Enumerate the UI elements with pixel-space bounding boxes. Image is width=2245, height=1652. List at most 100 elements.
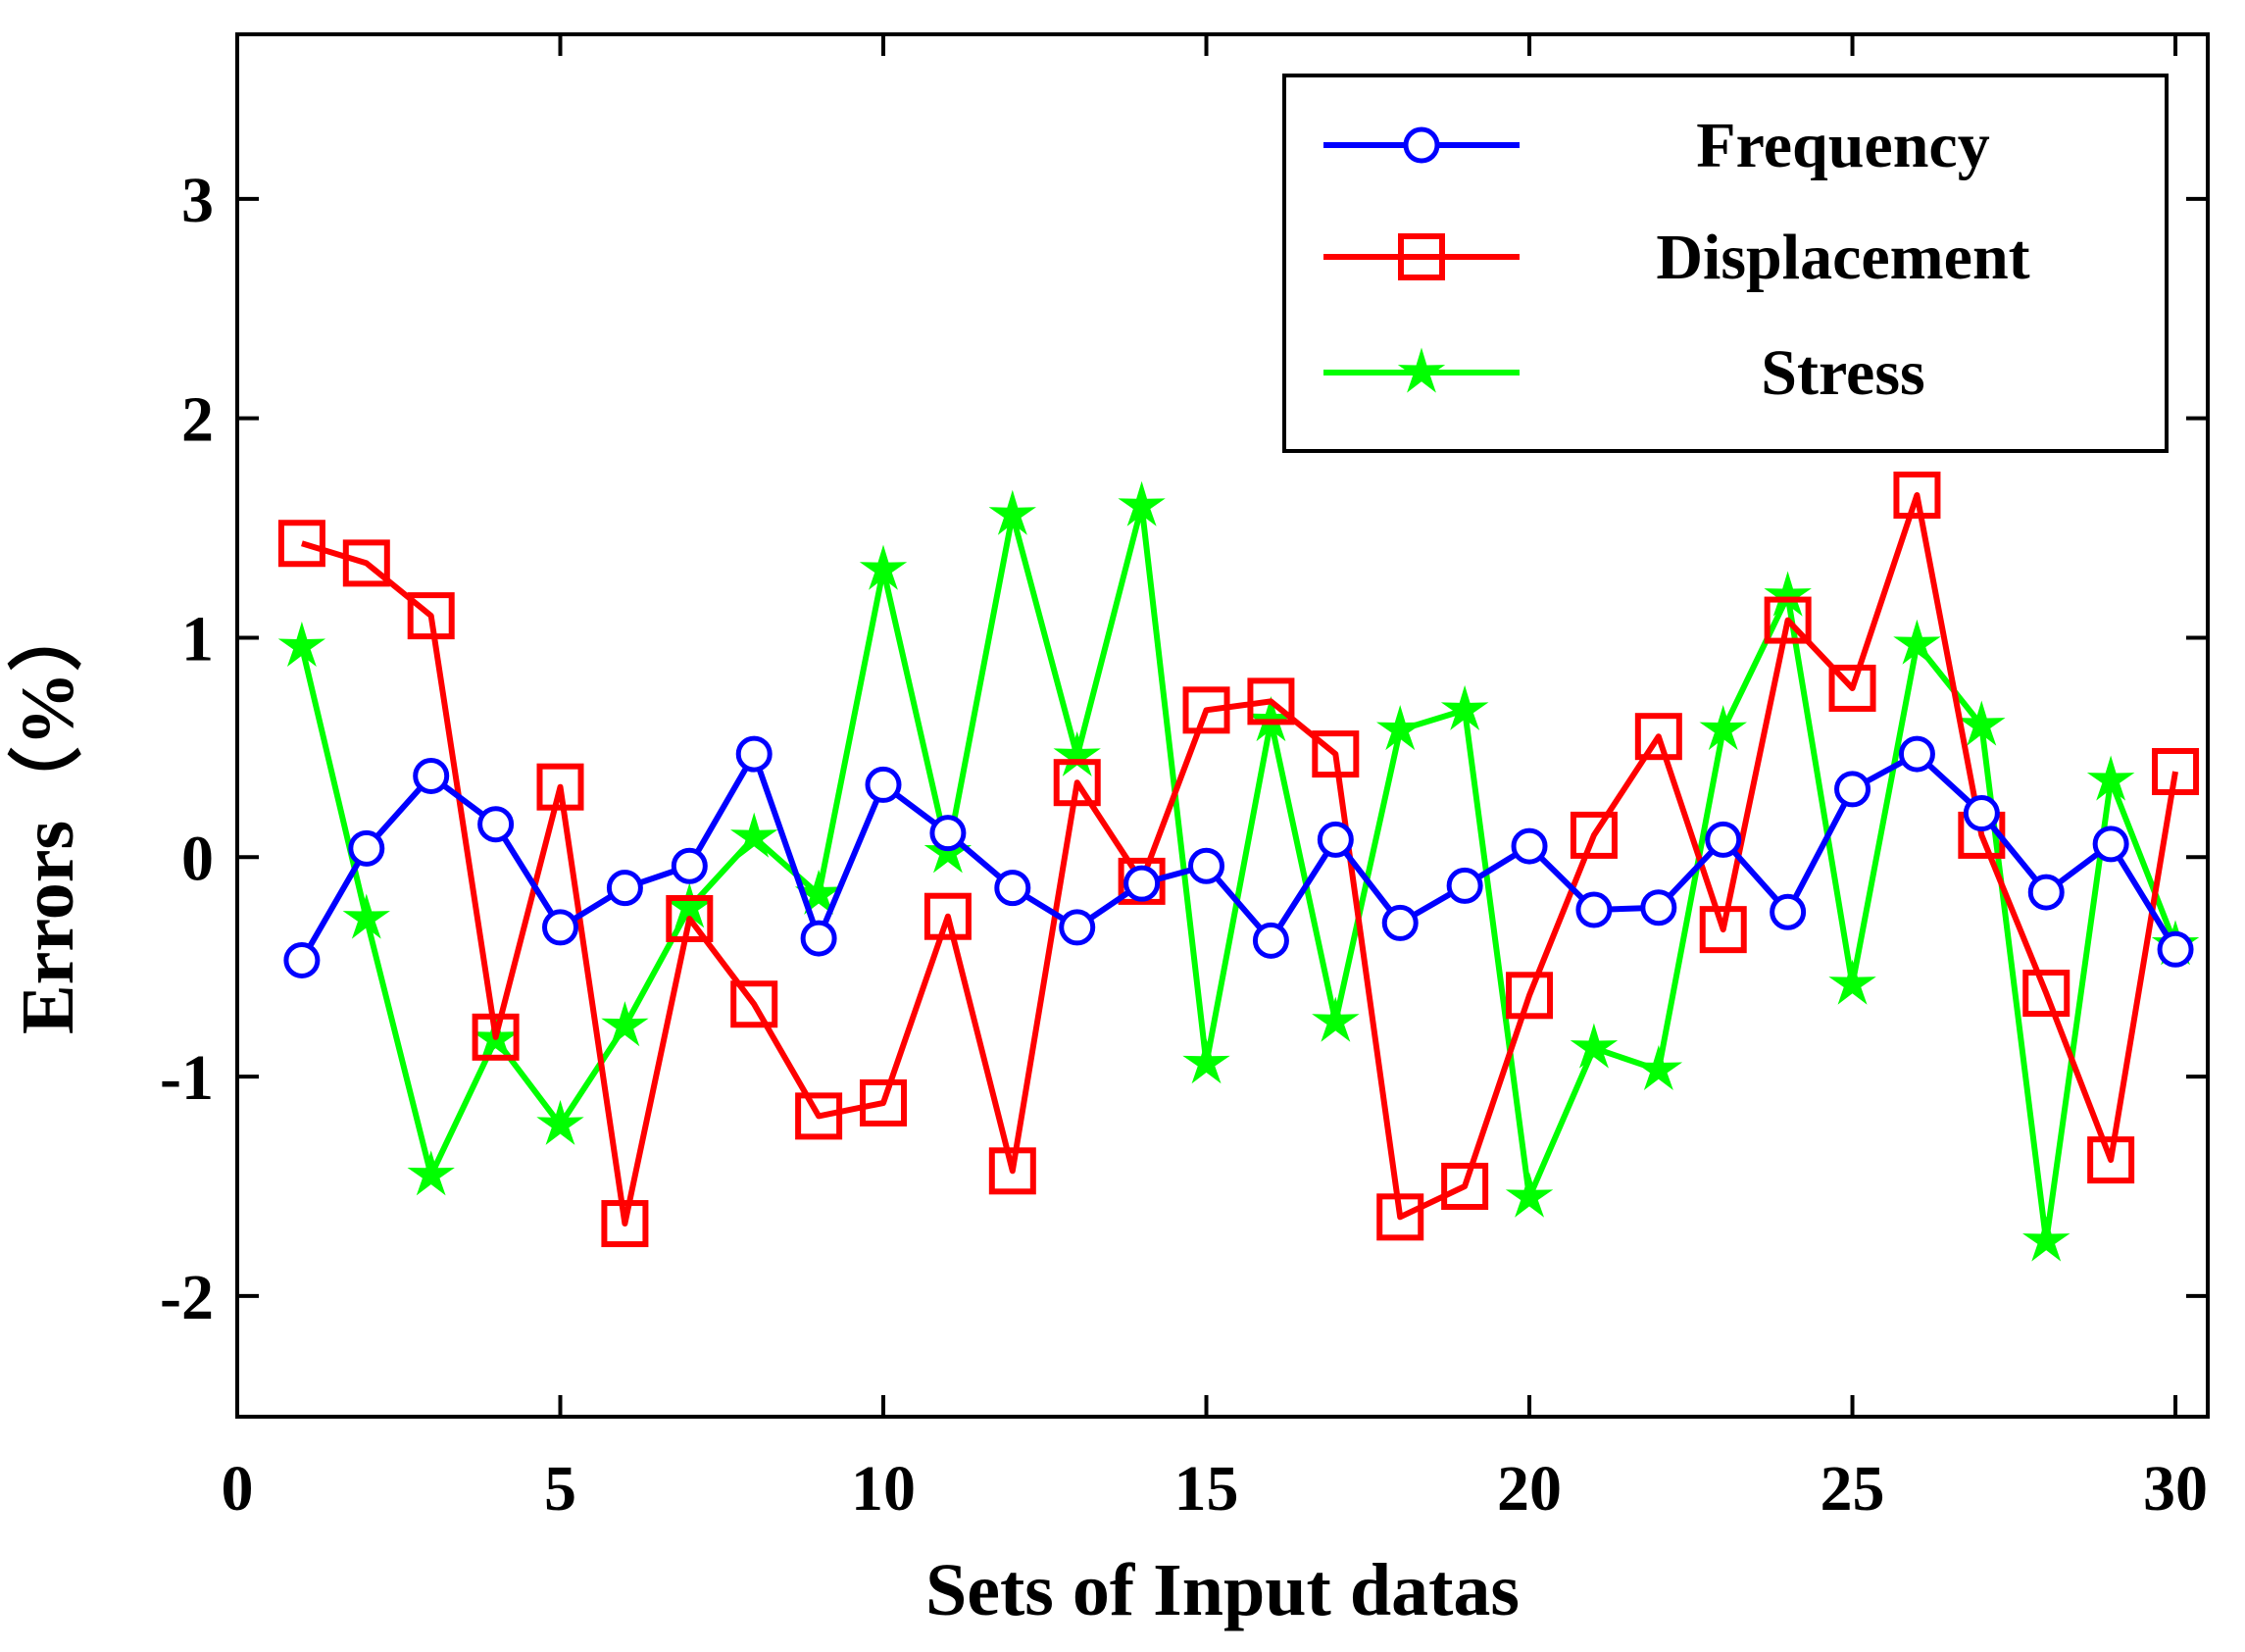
data-point-frequency <box>1317 821 1354 858</box>
data-point-displacement <box>1247 677 1295 726</box>
data-point-frequency <box>2157 930 2194 968</box>
data-point-displacement <box>2087 1136 2135 1184</box>
data-point-stress <box>988 489 1036 535</box>
data-point-displacement <box>2022 970 2070 1018</box>
data-point-frequency <box>413 757 450 794</box>
data-point-stress <box>1634 1044 1683 1090</box>
ticks: 0 5 10 15 20 25 30 -2 -1 0 1 2 3 <box>160 34 2208 1525</box>
y-tick-label: -1 <box>160 1042 214 1114</box>
legend: Frequency Displacement Stress <box>1282 74 2169 453</box>
x-axis-title: Sets of Input datas <box>925 1549 1520 1631</box>
data-point-frequency <box>1446 867 1483 904</box>
data-point-stress <box>1958 700 2006 746</box>
data-point-frequency <box>542 909 579 946</box>
data-point-displacement <box>923 892 972 940</box>
y-tick-label: -2 <box>160 1262 214 1333</box>
x-tick-label: 20 <box>1497 1453 1562 1525</box>
y-tick-label: 1 <box>181 603 214 675</box>
data-point-displacement <box>795 1092 843 1140</box>
series <box>277 472 2200 1262</box>
data-point-stress <box>1182 1038 1230 1084</box>
data-point-frequency <box>735 735 773 773</box>
data-point-displacement <box>277 520 325 568</box>
data-point-stress <box>407 1150 455 1196</box>
data-point-displacement <box>1441 1163 1489 1210</box>
data-point-displacement <box>860 1078 908 1126</box>
data-point-frequency <box>1123 865 1161 902</box>
x-tick-label: 0 <box>222 1453 254 1525</box>
y-tick-label: 2 <box>181 384 214 456</box>
data-point-displacement <box>666 894 714 942</box>
data-point-frequency <box>1511 827 1548 865</box>
data-point-displacement <box>342 539 390 587</box>
data-point-stress <box>536 1099 584 1145</box>
data-point-frequency <box>2027 874 2065 911</box>
data-point-displacement <box>1506 972 1554 1020</box>
data-point-frequency <box>1381 904 1419 941</box>
y-axis-title: Errors（%） <box>7 597 89 1034</box>
data-point-frequency <box>1834 771 1871 808</box>
data-point-stress <box>730 812 778 858</box>
x-tick-label: 30 <box>2143 1453 2208 1525</box>
data-point-displacement <box>1053 759 1101 807</box>
data-point-stress <box>1505 1172 1554 1218</box>
data-point-displacement <box>1764 596 1812 644</box>
data-point-stress <box>1118 480 1166 526</box>
data-point-stress <box>1376 705 1424 751</box>
data-point-stress <box>1764 571 1812 617</box>
data-point-displacement <box>407 592 455 640</box>
series-line-displacement <box>301 492 2178 1226</box>
data-point-stress <box>1312 996 1360 1042</box>
y-tick-label: 3 <box>181 165 214 236</box>
x-tick-label: 25 <box>1821 1453 1885 1525</box>
data-point-stress <box>1440 684 1489 730</box>
data-point-displacement <box>536 763 584 811</box>
data-point-frequency <box>283 941 321 978</box>
data-point-displacement <box>1893 472 1941 519</box>
data-point-displacement <box>1699 906 1747 954</box>
data-point-frequency <box>606 870 643 907</box>
data-point-displacement <box>1634 713 1682 761</box>
data-point-frequency <box>348 829 385 867</box>
data-point-frequency <box>800 920 837 957</box>
legend-label-frequency: Frequency <box>1696 110 1989 181</box>
data-point-frequency <box>1059 909 1096 946</box>
data-point-stress <box>342 893 390 939</box>
data-point-stress <box>1828 959 1876 1005</box>
data-point-stress <box>2086 755 2135 801</box>
data-point-frequency <box>1705 821 1742 858</box>
data-point-frequency <box>477 806 515 843</box>
data-point-stress <box>1893 619 1941 665</box>
x-tick-label: 10 <box>851 1453 916 1525</box>
data-point-frequency <box>994 870 1031 907</box>
data-point-displacement <box>601 1200 649 1248</box>
data-point-stress <box>277 621 326 667</box>
legend-marker-displacement <box>1398 233 1445 280</box>
data-point-frequency <box>1770 893 1807 930</box>
x-tick-label: 5 <box>544 1453 576 1525</box>
series-frequency <box>283 735 2194 978</box>
data-point-frequency <box>1640 889 1677 926</box>
data-point-stress <box>1699 705 1748 751</box>
data-point-frequency <box>929 815 967 852</box>
data-point-stress <box>601 1001 649 1047</box>
data-point-displacement <box>1312 730 1360 778</box>
data-point-frequency <box>1575 891 1613 928</box>
legend-label-displacement: Displacement <box>1656 222 2029 293</box>
data-point-stress <box>666 882 714 928</box>
data-point-stress <box>859 544 908 590</box>
data-point-frequency <box>1898 735 1935 773</box>
data-point-frequency <box>1252 922 1289 959</box>
y-tick-label: 0 <box>181 823 214 894</box>
legend-marker-frequency <box>1403 126 1440 164</box>
legend-label-stress: Stress <box>1761 337 1924 409</box>
data-point-frequency <box>671 847 708 884</box>
data-point-displacement <box>1118 857 1166 905</box>
data-point-displacement <box>730 980 778 1028</box>
x-tick-label: 15 <box>1174 1453 1239 1525</box>
data-point-displacement <box>1570 811 1618 859</box>
data-point-frequency <box>1963 795 2000 832</box>
data-point-displacement <box>472 1013 520 1061</box>
data-point-displacement <box>1376 1193 1424 1241</box>
